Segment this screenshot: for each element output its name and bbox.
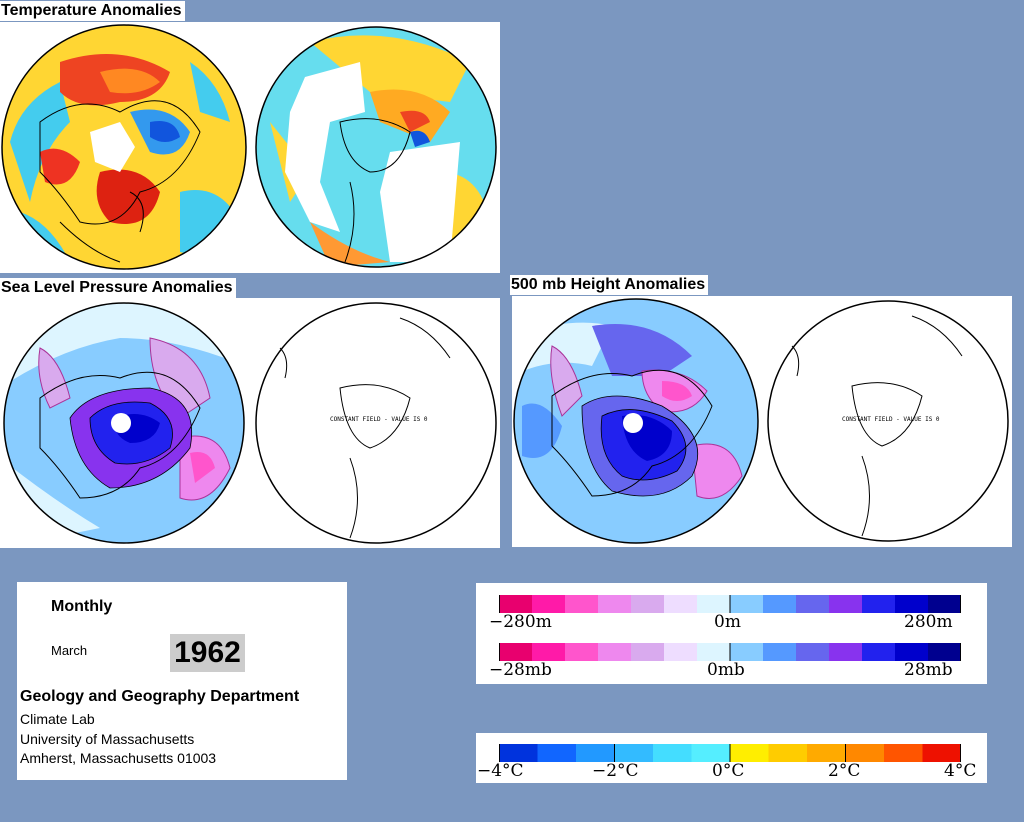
height-colorbar-swatch [697,595,731,613]
slp-title: Sea Level Pressure Anomalies [0,278,236,298]
slp-south-map [255,302,497,544]
university-label: University of Massachusetts [20,731,195,747]
month-label: March [51,643,88,658]
department-label: Geology and Geography Department [20,688,300,705]
pressure-colorbar-swatch [928,643,961,661]
height-colorbar-swatch [631,595,665,613]
slp-north-map [3,302,245,544]
height-colorbar-swatch [598,595,632,613]
height-colorbar-swatch [928,595,961,613]
pressure-colorbar-swatch [796,643,830,661]
height-legend-min: −280m [489,612,552,632]
slp-constant-field-note: CONSTANT FIELD - VALUE IS 0 [330,416,428,423]
temperature-colorbar-swatch [537,744,577,762]
pressure-colorbar-swatch [829,643,863,661]
height-colorbar-swatch [763,595,797,613]
pressure-legend-zero: 0mb [707,660,745,680]
pressure-colorbar-swatch [631,643,665,661]
temperature-panel [0,22,500,273]
pressure-colorbar-swatch [763,643,797,661]
pressure-colorbar-swatch [565,643,599,661]
height-colorbar-swatch [499,595,533,613]
period-label: Monthly [51,598,113,615]
temperature-colorbar-swatch [614,744,654,762]
temperature-legend-minus4: −4°C [477,761,524,781]
temperature-colorbar-swatch [807,744,846,762]
pressure-colorbar-swatch [862,643,896,661]
temperature-colorbar-swatch [499,744,538,762]
temperature-legend-plus4: 4°C [944,761,977,781]
temperature-colorbar-swatch [768,744,808,762]
height-colorbar-swatch [532,595,566,613]
pressure-colorbar-swatch [598,643,632,661]
slp-panel: CONSTANT FIELD - VALUE IS 0 [0,298,500,548]
temperature-south-map [255,26,497,268]
height-colorbar-swatch [664,595,698,613]
temperature-colorbar-swatch [691,744,731,762]
pressure-colorbar-swatch [499,643,533,661]
pressure-colorbar [499,643,961,661]
pressure-legend-min: −28mb [489,660,552,680]
temperature-colorbar-swatch [576,744,615,762]
temperature-north-map [1,24,247,270]
pressure-colorbar-swatch [664,643,698,661]
temperature-legend-panel: −4°C −2°C 0°C 2°C 4°C [476,733,987,783]
height-colorbar [499,595,961,613]
pressure-colorbar-swatch [697,643,731,661]
height-constant-field-note: CONSTANT FIELD - VALUE IS 0 [842,416,940,423]
height-legend-zero: 0m [714,612,741,632]
temperature-colorbar-swatch [845,744,885,762]
info-panel: Monthly March 1962 Geology and Geography… [17,582,347,780]
temperature-title: Temperature Anomalies [0,1,185,21]
temperature-legend-minus2: −2°C [592,761,639,781]
lab-label: Climate Lab [20,711,95,727]
temperature-legend-plus2: 2°C [828,761,861,781]
temperature-colorbar-swatch [922,744,961,762]
height-colorbar-swatch [796,595,830,613]
temperature-legend-zero: 0°C [712,761,745,781]
height-colorbar-swatch [829,595,863,613]
year-display: 1962 [170,634,245,672]
height-colorbar-swatch [565,595,599,613]
pressure-colorbar-swatch [895,643,929,661]
height-legend-max: 280m [904,612,953,632]
height-colorbar-swatch [895,595,929,613]
height-colorbar-swatch [862,595,896,613]
pressure-colorbar-swatch [730,643,764,661]
temperature-colorbar [499,744,961,762]
temperature-colorbar-swatch [884,744,923,762]
height-south-map [767,300,1009,542]
pressure-colorbar-swatch [532,643,566,661]
temperature-colorbar-swatch [653,744,692,762]
anomaly-legend-panel: −280m 0m 280m −28mb 0mb 28mb [476,583,987,684]
height-title: 500 mb Height Anomalies [510,275,709,295]
height-colorbar-swatch [730,595,764,613]
temperature-colorbar-swatch [730,744,769,762]
address-label: Amherst, Massachusetts 01003 [20,750,217,766]
height-north-map [513,298,759,544]
height-panel: CONSTANT FIELD - VALUE IS 0 [512,296,1012,547]
pressure-legend-max: 28mb [904,660,953,680]
